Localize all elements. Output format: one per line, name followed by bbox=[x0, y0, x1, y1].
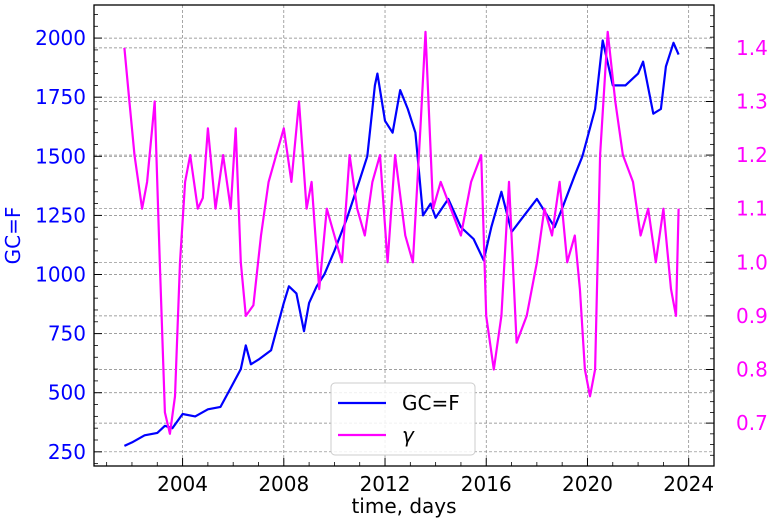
series-gcf-line bbox=[123, 39, 680, 447]
axis-ticks bbox=[94, 14, 714, 466]
x-tick-label: 2016 bbox=[461, 472, 512, 496]
x-tick-label: 2012 bbox=[360, 472, 411, 496]
x-tick-label: 2024 bbox=[663, 472, 714, 496]
y-right-tick-label: 1.4 bbox=[736, 36, 768, 60]
y-right-tick-label: 0.7 bbox=[736, 411, 768, 435]
y-left-tick-label: 1500 bbox=[35, 144, 86, 168]
y-right-tick-label: 1.0 bbox=[736, 250, 768, 274]
y-left-tick-label: 1750 bbox=[35, 85, 86, 109]
series-gamma-line bbox=[123, 30, 680, 435]
series-lines bbox=[123, 30, 680, 447]
x-tick-label: 2004 bbox=[157, 472, 208, 496]
legend-box bbox=[330, 382, 476, 456]
y-left-tick-label: 1250 bbox=[35, 203, 86, 227]
y-right-tick-label: 1.1 bbox=[736, 197, 768, 221]
legend: GC=F γ bbox=[330, 382, 476, 456]
y-right-tick-label: 1.3 bbox=[736, 89, 768, 113]
y-right-tick-label: 1.2 bbox=[736, 143, 768, 167]
legend-label-gamma: γ bbox=[402, 423, 415, 447]
y-left-tick-label: 1000 bbox=[35, 263, 86, 287]
x-tick-label: 2020 bbox=[562, 472, 613, 496]
legend-label-gcf: GC=F bbox=[402, 391, 460, 415]
y-left-tick-label: 2000 bbox=[35, 26, 86, 50]
plot-frame bbox=[93, 4, 715, 467]
y-left-tick-label: 500 bbox=[48, 381, 86, 405]
y-right-tick-label: 0.9 bbox=[736, 304, 768, 328]
tick-labels: 2004 2008 2012 2016 2020 2024 250 500 750 1000 125… bbox=[35, 26, 768, 496]
y-left-tick-label: 250 bbox=[48, 440, 86, 464]
y-axis-left-label: GC=F bbox=[1, 207, 25, 265]
x-tick-label: 2008 bbox=[258, 472, 309, 496]
y-right-tick-label: 0.8 bbox=[736, 358, 768, 382]
y-left-tick-label: 750 bbox=[48, 322, 86, 346]
x-axis-label: time, days bbox=[351, 494, 456, 518]
